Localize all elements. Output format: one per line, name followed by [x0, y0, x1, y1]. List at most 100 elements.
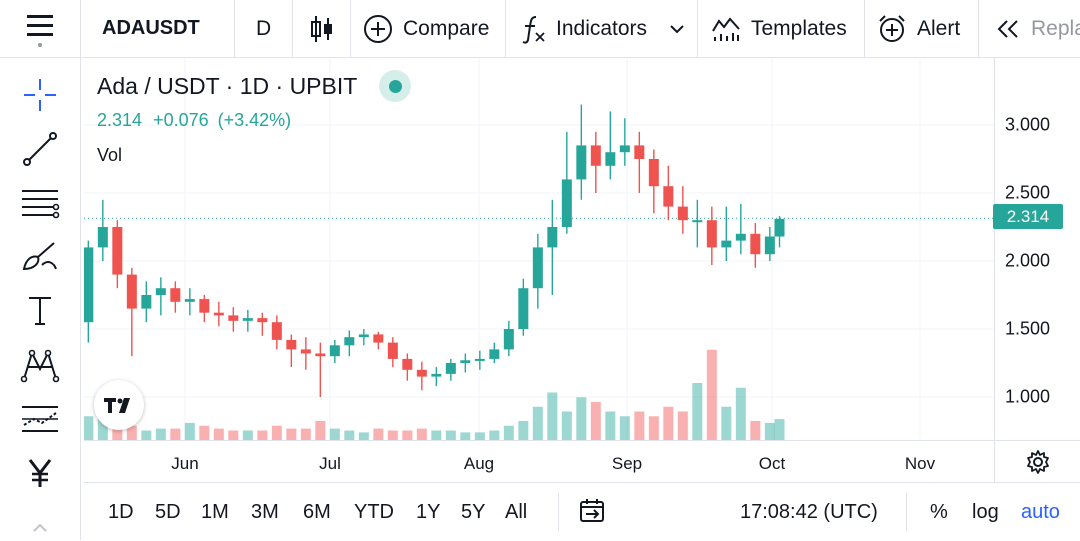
volume-bar: [402, 430, 413, 440]
replay-button[interactable]: Repla: [995, 0, 1080, 57]
more-tools-button[interactable]: [0, 510, 80, 540]
crosshair-tool[interactable]: [0, 70, 80, 120]
price-tick: 3.000: [1005, 114, 1051, 135]
tradingview-logo-icon: [104, 398, 130, 413]
range-all-button[interactable]: All: [505, 501, 528, 523]
candles-icon: [311, 15, 332, 42]
candle-body: [387, 342, 398, 359]
time-axis[interactable]: Jun Jul Aug Sep Oct Nov: [84, 440, 994, 483]
brush-tool[interactable]: [0, 232, 80, 282]
volume-bar: [489, 430, 500, 440]
volume-bar: [373, 428, 384, 440]
volume-bar: [155, 428, 166, 440]
volume-bar: [228, 430, 239, 440]
legend-change: +0.076: [153, 110, 209, 130]
range-1y-button[interactable]: 1Y: [416, 501, 441, 523]
text-tool[interactable]: [0, 286, 80, 336]
candle-body: [692, 220, 703, 223]
chevron-up-icon: [33, 523, 47, 532]
log-scale-toggle[interactable]: log: [972, 501, 999, 523]
volume-bar: [532, 406, 543, 440]
candle-body: [416, 369, 427, 377]
symbol-search-button[interactable]: ADAUSDT: [102, 17, 200, 39]
candle-body: [518, 288, 529, 329]
volume-bar: [199, 425, 210, 440]
price-scale[interactable]: 3.000 2.500 2.000 1.500 1.000: [994, 58, 1080, 440]
volume-bar: [213, 428, 224, 440]
clock-timezone[interactable]: 17:08:42 (UTC): [740, 501, 878, 523]
trend-line-tool[interactable]: [0, 124, 80, 174]
plus-circle-icon: [364, 14, 392, 43]
auto-scale-toggle[interactable]: auto: [1021, 501, 1060, 523]
compare-button[interactable]: Compare: [363, 0, 489, 57]
candle-body: [663, 186, 674, 207]
pattern-tool[interactable]: [0, 340, 80, 390]
price-chart: [83, 58, 994, 440]
candle-body: [445, 363, 456, 374]
candle-body: [126, 274, 137, 309]
volume-bar: [561, 411, 572, 440]
time-tick: Aug: [463, 454, 495, 473]
volume-bar: [547, 392, 558, 440]
volume-bar: [474, 432, 485, 440]
price-tick: 1.500: [1005, 318, 1051, 339]
go-to-date-button[interactable]: [578, 497, 606, 530]
candle-body: [199, 299, 210, 313]
volume-bar: [576, 397, 587, 440]
candle-body: [155, 288, 166, 295]
candle-body: [721, 240, 732, 248]
volume-bar: [387, 430, 398, 440]
prediction-tool[interactable]: [0, 394, 80, 444]
candle-body: [213, 312, 224, 316]
legend-title-row: Ada / USDT · 1D · UPBIT: [97, 70, 412, 102]
candle-body: [503, 329, 514, 350]
candle-body: [590, 145, 601, 166]
candle-body: [474, 358, 485, 361]
forecast-icon: [22, 406, 58, 432]
volume-bar: [300, 428, 311, 440]
gear-icon: [1027, 450, 1049, 474]
indicators-button[interactable]: Indicators: [522, 0, 689, 57]
range-5y-button[interactable]: 5Y: [461, 501, 486, 523]
volume-bar: [242, 430, 253, 440]
tradingview-logo[interactable]: [94, 380, 144, 430]
alarm-clock-icon: [879, 14, 905, 42]
range-1m-button[interactable]: 1M: [201, 501, 229, 523]
range-ytd-button[interactable]: YTD: [354, 501, 394, 523]
volume-bar: [416, 428, 427, 440]
brush-icon: [22, 242, 57, 271]
time-tick: Oct: [758, 454, 786, 473]
chart-pane[interactable]: [83, 58, 994, 440]
fib-tool[interactable]: [0, 178, 80, 228]
interval-button[interactable]: D: [256, 16, 272, 40]
candle-body: [532, 247, 543, 289]
volume-bar: [315, 421, 326, 440]
legend-volume-label[interactable]: Vol: [97, 145, 123, 165]
market-status-icon[interactable]: [379, 70, 412, 102]
candle-body: [286, 339, 297, 350]
range-5d-button[interactable]: 5D: [155, 501, 181, 523]
currency-tool[interactable]: [0, 448, 80, 498]
candle-body: [358, 334, 369, 338]
alert-label: Alert: [917, 16, 961, 40]
candle-body: [735, 233, 746, 241]
range-1d-button[interactable]: 1D: [108, 501, 134, 523]
candle-body: [561, 179, 572, 227]
templates-button[interactable]: Templates: [711, 0, 847, 57]
alert-button[interactable]: Alert: [877, 0, 960, 57]
volume-bar: [605, 411, 616, 440]
chart-settings-button[interactable]: [994, 440, 1080, 483]
legend-values: 2.314 +0.076 (+3.42%): [97, 110, 411, 131]
candle-body: [402, 358, 413, 370]
last-price-label: 2.314: [993, 204, 1063, 229]
candle-body: [576, 145, 587, 180]
candle-body: [242, 318, 253, 321]
chart-type-button[interactable]: [310, 0, 334, 57]
indicators-label: Indicators: [556, 16, 648, 40]
range-6m-button[interactable]: 6M: [303, 501, 331, 523]
volume-bar: [692, 383, 703, 440]
legend-title: Ada / USDT · 1D · UPBIT: [97, 72, 358, 99]
range-3m-button[interactable]: 3M: [251, 501, 279, 523]
percent-scale-toggle[interactable]: %: [930, 501, 948, 523]
menu-button[interactable]: [0, 0, 80, 57]
